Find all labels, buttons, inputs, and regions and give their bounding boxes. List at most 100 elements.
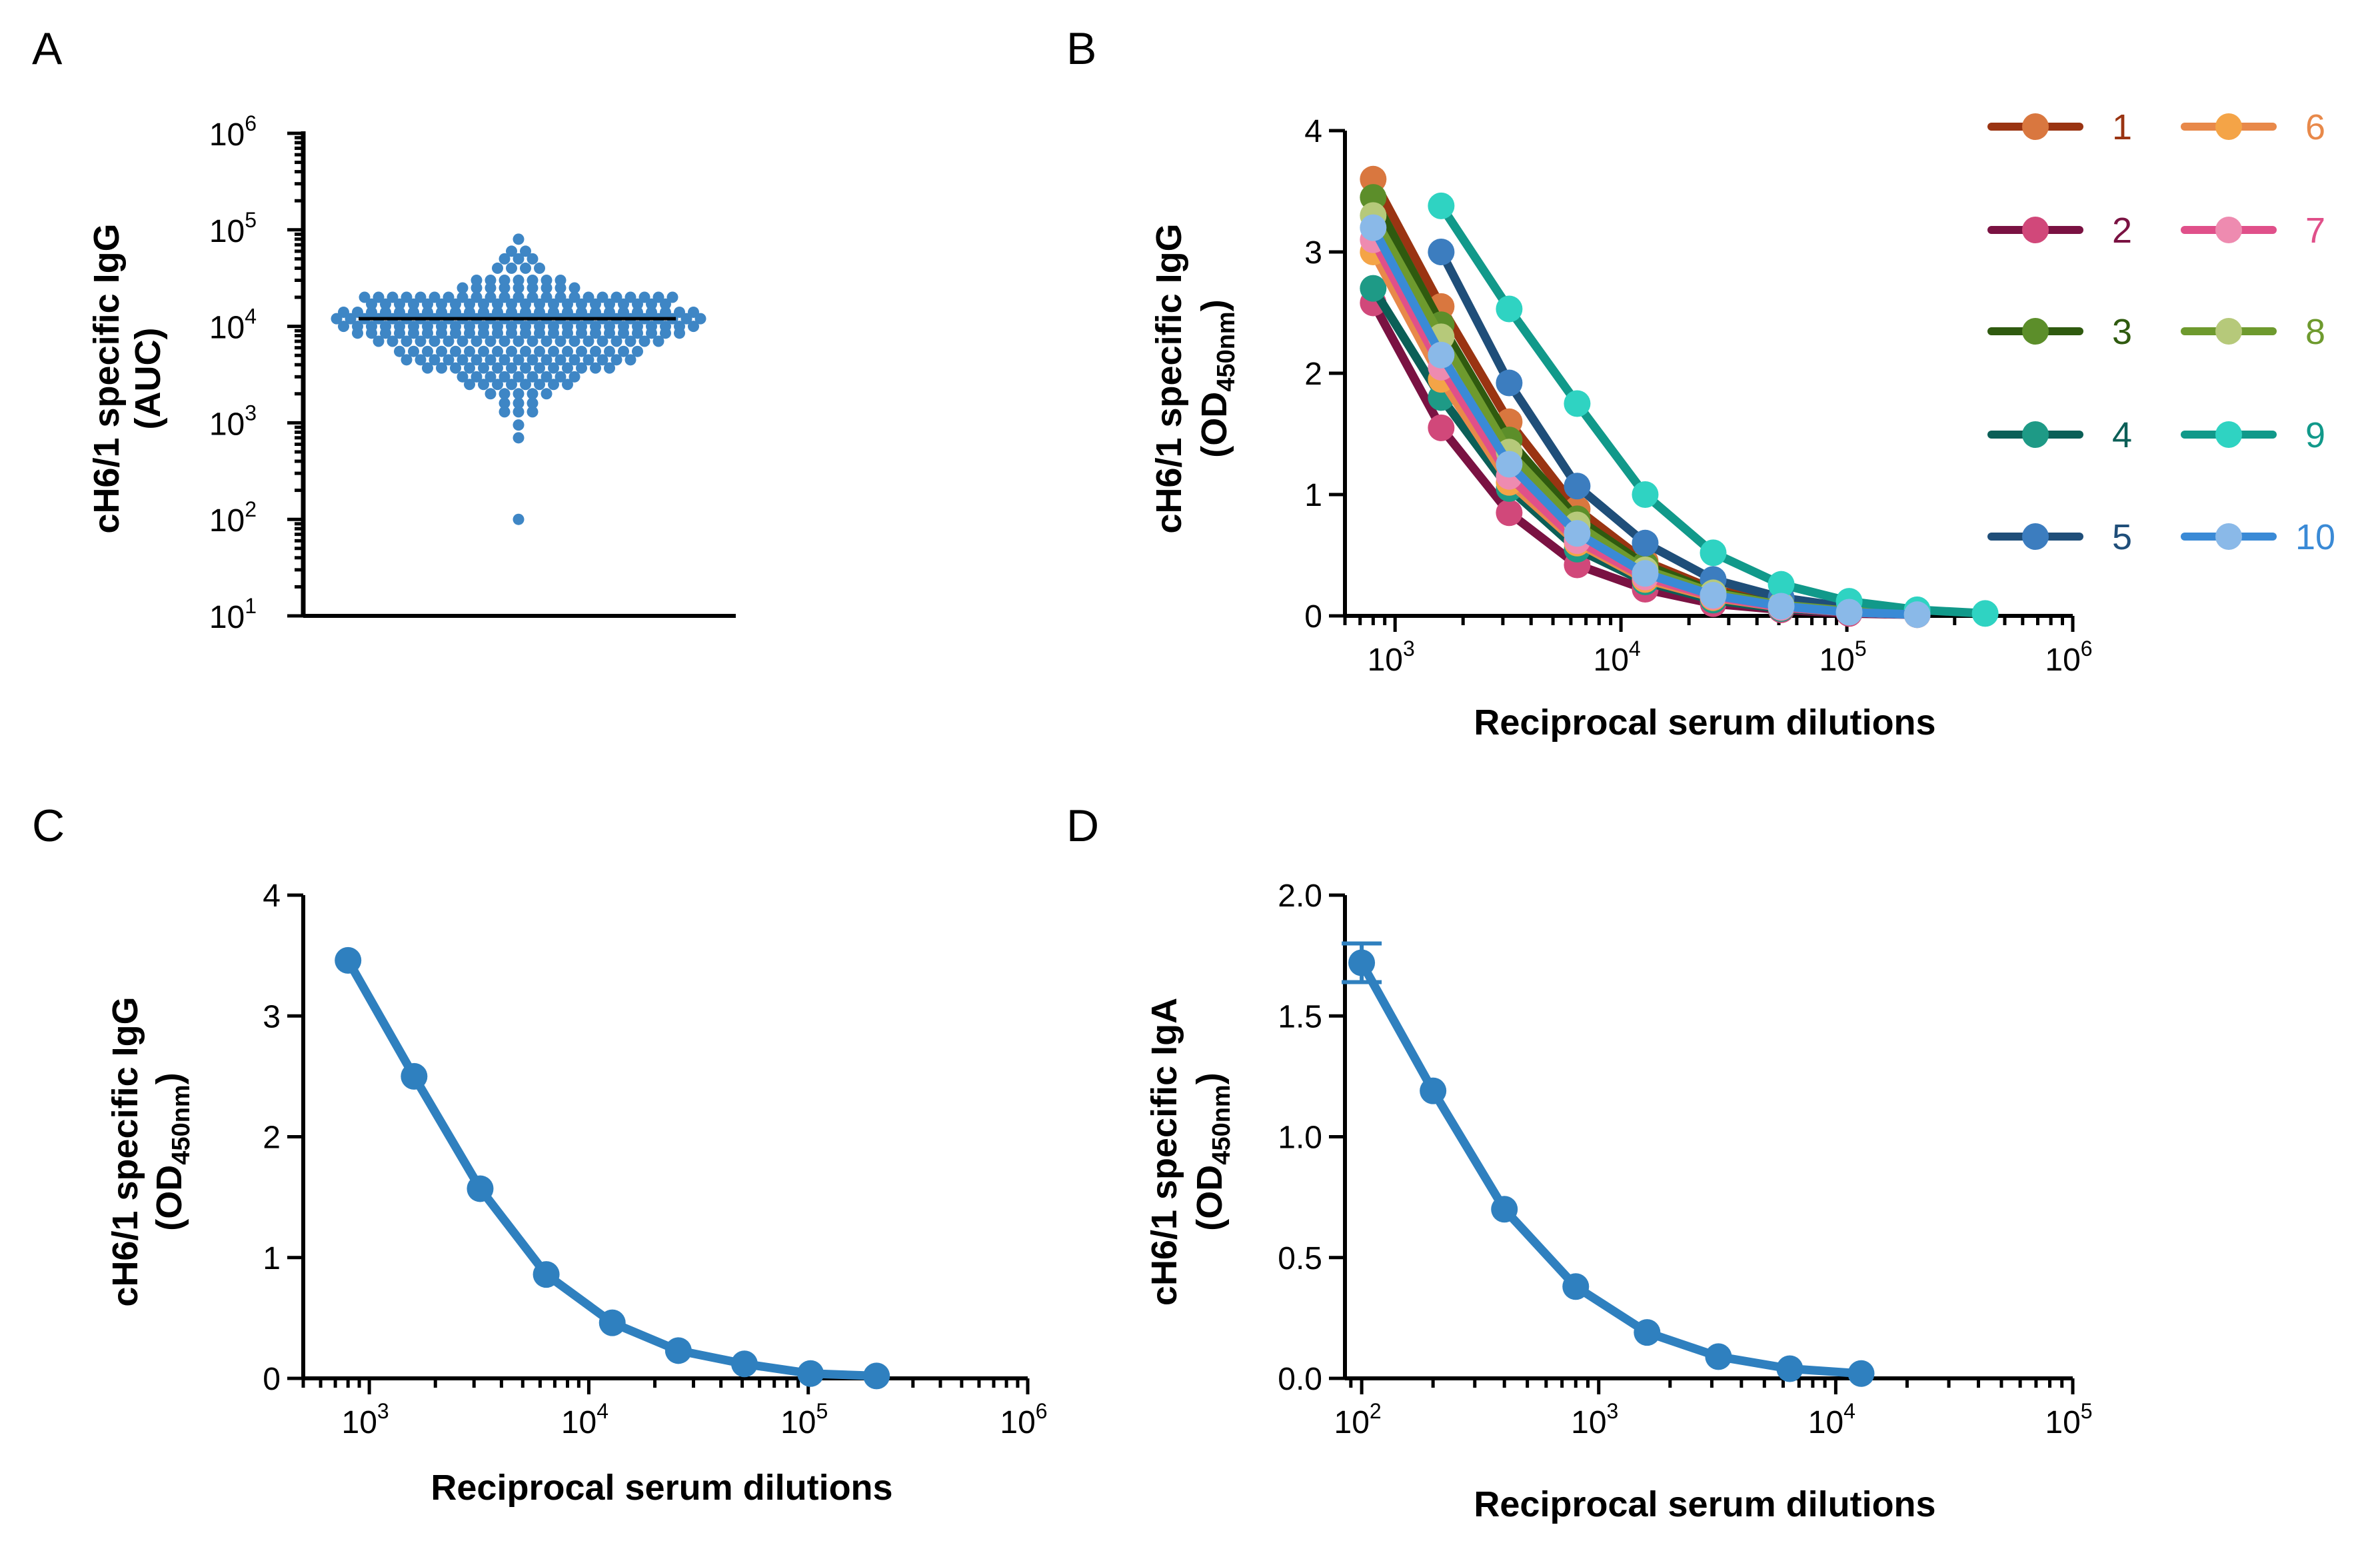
legend-label-1: 1 <box>2112 107 2132 147</box>
legend-label-5: 5 <box>2112 517 2132 557</box>
legend-swatch-marker <box>2215 217 2242 243</box>
panel-a-point <box>436 345 447 357</box>
panel-a-y-tick-label-4-exp: 2 <box>245 497 257 521</box>
panel-b-x-tick-label-2-base: 10 <box>1819 643 1854 678</box>
panel-a-point <box>499 388 511 400</box>
panel-a-points <box>331 233 706 525</box>
panel-a-point <box>471 282 483 294</box>
legend-swatch-marker <box>2022 318 2049 345</box>
panel-a-y-tick-label-3-base: 10 <box>209 407 245 442</box>
panel-a-point <box>541 335 553 347</box>
panel-c-ylabel-line2: (OD450nm) <box>149 1072 195 1230</box>
panel-a-point <box>457 354 469 366</box>
panel-a-point <box>513 354 525 366</box>
panel-a-point <box>373 335 385 347</box>
panel-d-series-mean-point <box>1491 1196 1518 1223</box>
panel-a-point <box>408 327 419 339</box>
panel-a-point <box>443 335 455 347</box>
panel-b: B cH6/1 specific IgG (OD450nm) Reciproca… <box>1066 23 2335 743</box>
panel-d-x-tick-label-3: 105 <box>2045 1399 2092 1440</box>
panel-d-ylabel-line1: cH6/1 specific IgA <box>1144 998 1184 1306</box>
legend-item-10: 10 <box>2181 517 2335 557</box>
legend-swatch-marker <box>2215 523 2242 550</box>
panel-a-point <box>478 379 489 391</box>
panel-a-y-tick-label-0: 106 <box>209 111 257 153</box>
panel-b-series-10-point <box>1360 214 1387 241</box>
panel-a-point <box>596 291 608 303</box>
panel-c-series-mean-point <box>467 1175 494 1202</box>
panel-a-point <box>359 291 371 303</box>
panel-a-point <box>555 371 567 383</box>
legend-label-3: 3 <box>2112 312 2132 352</box>
panel-a-y-tick-label-5-exp: 1 <box>245 594 257 618</box>
panel-b-y-tick-label-1: 1 <box>1304 478 1322 513</box>
legend-swatch-marker <box>2022 113 2049 140</box>
panel-a-point <box>513 371 525 383</box>
panel-a-point <box>541 388 553 400</box>
panel-a-letter: A <box>32 23 63 74</box>
panel-a-point <box>527 335 539 347</box>
panel-a-point <box>513 397 525 409</box>
panel-d-x-tick-label-0-exp: 2 <box>1370 1399 1382 1423</box>
panel-a-point <box>520 362 531 374</box>
legend-label-8: 8 <box>2305 312 2325 352</box>
panel-a-point <box>652 335 664 347</box>
panel-b-series-9-point <box>1971 600 1999 627</box>
panel-a-point <box>646 327 657 339</box>
panel-a-point <box>373 291 385 303</box>
panel-b-legend: 1 2 3 4 5 6 7 8 9 10 <box>1987 107 2335 557</box>
panel-a-point <box>604 327 615 339</box>
panel-a-point <box>583 335 595 347</box>
panel-d-series-mean-point <box>1634 1319 1661 1346</box>
panel-a-point <box>464 327 475 339</box>
panel-a-point <box>387 335 399 347</box>
panel-a-point <box>562 362 573 374</box>
panel-a-point <box>534 362 545 374</box>
panel-a-point <box>415 291 427 303</box>
panel-b-series-2-point <box>1428 414 1455 441</box>
panel-a-point <box>652 291 664 303</box>
panel-c-y-tick-label-4: 4 <box>263 878 281 914</box>
panel-a-point <box>513 282 525 294</box>
panel-a-point <box>562 327 573 339</box>
panel-b-series-10-point <box>1496 451 1523 478</box>
panel-a-point <box>457 371 469 383</box>
panel-a-point <box>457 291 469 303</box>
panel-a-point <box>513 233 525 245</box>
panel-a-point <box>408 345 419 357</box>
panel-a-point <box>674 327 685 339</box>
panel-a-y-tick-label-3-exp: 3 <box>245 401 257 425</box>
panel-b-x-tick-label-3-exp: 6 <box>2081 637 2093 661</box>
panel-a-point <box>401 335 413 347</box>
panel-a-point <box>513 291 525 303</box>
panel-a-point <box>471 354 483 366</box>
panel-a-point <box>576 327 587 339</box>
panel-a-point <box>492 327 503 339</box>
panel-b-series-4-point <box>1360 275 1387 302</box>
panel-a-point <box>590 327 601 339</box>
panel-a-point <box>527 282 539 294</box>
panel-a-point <box>541 282 553 294</box>
legend-item-7: 7 <box>2181 211 2325 251</box>
panel-a-point <box>422 362 433 374</box>
panel-d-y-tick-label-2: 1.0 <box>1278 1120 1322 1156</box>
legend-label-4: 4 <box>2112 415 2132 455</box>
panel-a-point <box>541 354 553 366</box>
panel-a-point <box>499 397 511 409</box>
panel-a-point <box>499 371 511 383</box>
panel-d-x-tick-label-3-base: 10 <box>2045 1405 2080 1440</box>
panel-a-point <box>527 371 539 383</box>
panel-b-series-5-point <box>1632 529 1659 557</box>
panel-b-series-10-point <box>1768 593 1795 620</box>
panel-b-series-9-point <box>1768 571 1795 598</box>
panel-a-point <box>520 245 531 257</box>
panel-a-point <box>688 321 699 333</box>
panel-a-point <box>520 327 531 339</box>
panel-a-point <box>618 345 629 357</box>
panel-a-point <box>464 362 475 374</box>
legend-item-9: 9 <box>2181 415 2325 455</box>
panel-b-ylabel-line2: (OD450nm) <box>1194 299 1240 457</box>
panel-c-series-mean-point <box>730 1350 758 1378</box>
panel-b-y-tick-label-2: 2 <box>1304 357 1322 392</box>
